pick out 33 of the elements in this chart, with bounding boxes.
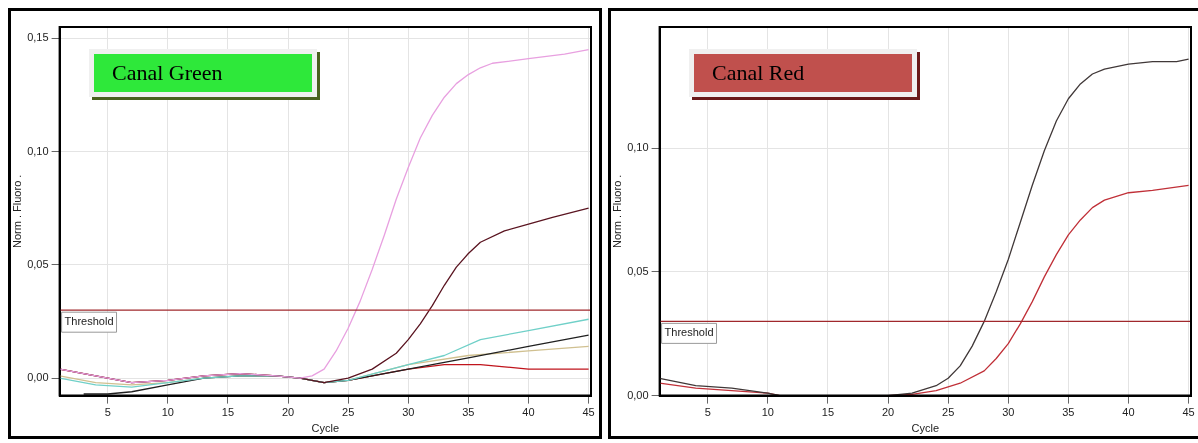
x-tick-label: 30 [402, 406, 415, 419]
x-tick-label: 40 [1122, 406, 1135, 419]
x-tick-label: 35 [1062, 406, 1075, 419]
y-tick-label: 0,05 [627, 264, 649, 277]
ref-line-label: Threshold [664, 326, 714, 339]
x-tick-label: 45 [582, 406, 595, 419]
x-tick-label: 20 [881, 406, 895, 419]
ref-line-label: Threshold [64, 315, 114, 328]
x-tick-label: 25 [942, 406, 955, 419]
x-tick-label: 15 [221, 406, 235, 419]
x-tick-label: 40 [522, 406, 535, 419]
x-axis-title: Cycle [311, 422, 340, 435]
y-tick-label: 0,00 [627, 388, 649, 401]
y-tick-label: 0,05 [27, 257, 49, 270]
x-tick-label: 5 [104, 406, 111, 419]
x-tick-label: 30 [1002, 406, 1015, 419]
y-tick-label: 0,10 [627, 141, 649, 154]
y-tick-label: 0,10 [27, 144, 49, 157]
y-tick-label: 0,15 [27, 31, 49, 44]
y-axis-title: Norm . Fluoro . [10, 174, 23, 248]
y-axis-title: Norm . Fluoro . [610, 174, 623, 248]
x-tick-label: 20 [281, 406, 295, 419]
x-tick-label: 15 [821, 406, 835, 419]
x-tick-label: 5 [704, 406, 711, 419]
x-tick-label: 10 [761, 406, 774, 419]
x-tick-label: 45 [1182, 406, 1195, 419]
title-plate: Canal Red [689, 49, 917, 97]
y-tick-label: 0,00 [27, 371, 49, 384]
x-tick-label: 10 [161, 406, 174, 419]
title-plate: Canal Green [89, 49, 317, 97]
x-tick-label: 25 [342, 406, 355, 419]
x-tick-label: 35 [462, 406, 475, 419]
x-axis-title: Cycle [911, 422, 940, 435]
